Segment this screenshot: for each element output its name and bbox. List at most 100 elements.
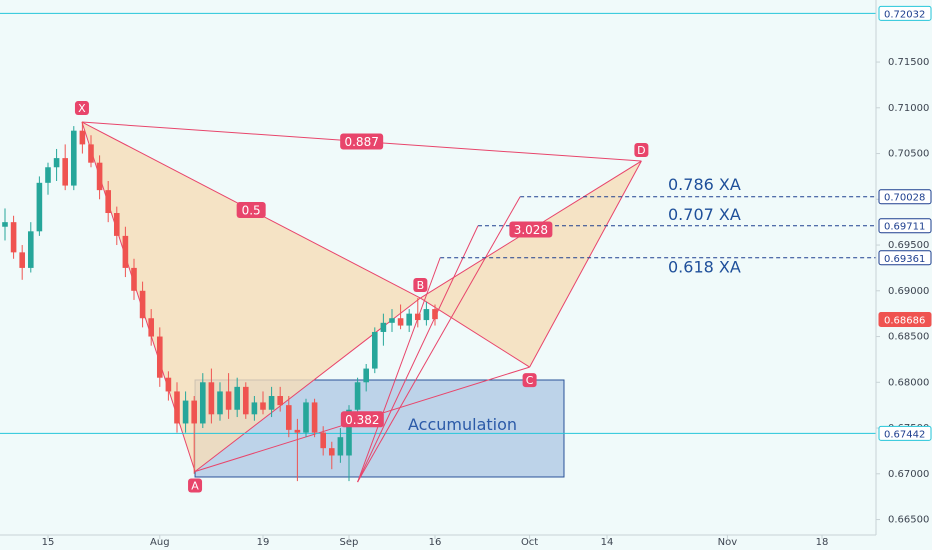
fan-line [357, 196, 521, 483]
y-tick-label: 0.70500 [888, 149, 929, 160]
candle-body [36, 182, 43, 232]
box-label: Accumulation [408, 415, 517, 434]
fib-label: 0.786 XA [668, 175, 741, 194]
candle-body [234, 386, 240, 410]
x-tick-label: Oct [521, 537, 538, 548]
candle-body [191, 400, 197, 424]
candle-body [397, 318, 404, 326]
candle-body [165, 377, 172, 392]
hline-price-tag-box [878, 5, 932, 21]
ratio-label: 3.028 [514, 223, 548, 237]
candle-body [182, 400, 189, 424]
candle-body [217, 391, 223, 415]
x-tick-label: 18 [816, 537, 829, 548]
candle-body [19, 252, 25, 268]
candle-body [122, 235, 129, 268]
candle-body [294, 429, 301, 433]
candle-body [62, 158, 68, 186]
x-tick-label: 19 [257, 537, 270, 548]
y-tick-label: 0.69000 [888, 286, 929, 297]
x-tick-label: 16 [429, 537, 442, 548]
point-label: A [191, 479, 199, 492]
candle-body [208, 382, 215, 415]
fib-price-tag-box [878, 218, 932, 234]
fib-price-tag: 0.69361 [884, 254, 925, 265]
fib-price-tag: 0.70028 [884, 193, 925, 204]
ratio-label-box [509, 221, 553, 238]
point-label-box [522, 373, 537, 388]
fib-label: 0.707 XA [668, 205, 741, 224]
candle-body [260, 402, 266, 410]
fib-price-tag-box [878, 189, 932, 205]
x-tick-label: 15 [42, 537, 55, 548]
candle-body [131, 267, 137, 291]
candle-body [10, 222, 17, 253]
hline-price-tag-box [878, 425, 932, 441]
point-label: B [417, 279, 425, 292]
candle-body [45, 167, 51, 183]
candle-body [113, 213, 120, 236]
candle-body [242, 386, 249, 415]
candle-body [156, 336, 163, 378]
fib-label: 0.618 XA [668, 257, 741, 276]
y-tick-label: 0.68500 [888, 332, 929, 343]
x-tick-label: 14 [601, 537, 614, 548]
fan-line [357, 257, 441, 483]
candle-body [432, 309, 438, 320]
point-label: C [526, 374, 534, 387]
candle-body [320, 432, 326, 449]
x-tick-label: Nov [718, 537, 738, 548]
y-tick-label: 0.71500 [888, 57, 929, 68]
candle-body [354, 382, 361, 410]
candle-body [380, 322, 387, 332]
candle-body [423, 309, 430, 321]
fib-price-tag-box [878, 250, 932, 266]
current-price-tag: 0.68686 [884, 316, 925, 327]
candle-body [70, 130, 77, 186]
candle-body [285, 405, 292, 430]
candle-body [199, 382, 206, 424]
pattern-triangle [420, 161, 642, 368]
candle-body [303, 402, 309, 433]
pattern-line [529, 160, 642, 368]
fib-price-tag: 0.69711 [884, 222, 925, 233]
y-tick-label: 0.69500 [888, 240, 929, 251]
fan-line [357, 225, 479, 483]
point-label-box [413, 278, 428, 293]
candle-body [277, 396, 283, 406]
ratio-label: 0.382 [345, 413, 379, 427]
candle-body [406, 313, 412, 326]
candle-body [53, 158, 60, 168]
candle-body [328, 448, 335, 456]
candle-body [225, 391, 232, 410]
hline-price-tag: 0.72032 [884, 9, 925, 20]
candle-body [79, 130, 86, 145]
hline-price-tag: 0.67442 [884, 429, 925, 440]
candle-body [96, 162, 103, 191]
plot-area: Accumulation 0.887 0.5 3.028 0.382 X A B C D 0.786… [0, 12, 876, 493]
candle-body [105, 190, 111, 214]
candle-body [2, 222, 8, 227]
point-label-box [188, 478, 203, 493]
candle-body [363, 368, 369, 383]
candle-body [139, 290, 146, 319]
candle-body [174, 391, 180, 424]
ratio-label-box [340, 411, 384, 428]
y-tick-label: 0.71000 [888, 103, 929, 114]
point-label: X [78, 102, 86, 115]
ratio-label-box [340, 133, 384, 150]
ratio-label: 0.5 [242, 204, 261, 218]
candle-body [268, 396, 275, 410]
current-price-tag-box [878, 312, 932, 328]
x-tick-label: Aug [150, 537, 170, 548]
candle-body [389, 318, 395, 323]
candle-body [414, 313, 421, 321]
point-label-box [74, 101, 89, 116]
candle-body [251, 402, 258, 415]
candle-body [311, 402, 318, 433]
y-tick-label: 0.67000 [888, 469, 929, 480]
x-tick-label: Sep [340, 537, 359, 548]
